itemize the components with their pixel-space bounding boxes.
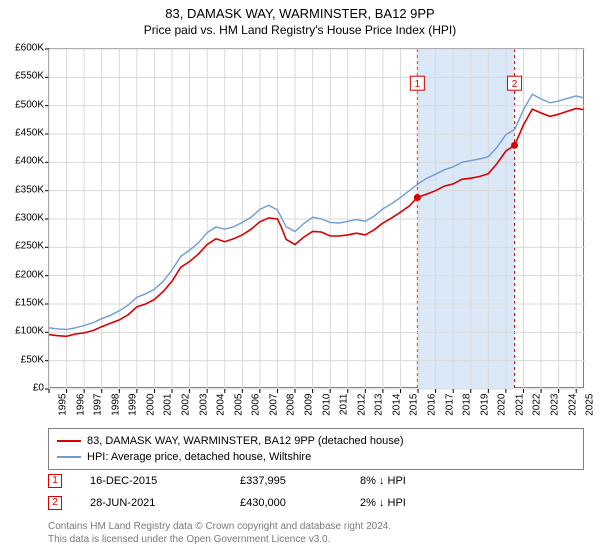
sale-diff: 2% ↓ HPI [360,492,470,514]
y-tick-label: £500K [0,99,44,110]
y-tick-label: £400K [0,156,44,167]
sale-diff: 8% ↓ HPI [360,470,470,492]
x-tick-label: 1997 [93,394,104,424]
x-tick-label: 2011 [339,394,350,424]
sale-price: £337,995 [240,470,360,492]
attribution-line: Contains HM Land Registry data © Crown c… [48,520,584,533]
y-tick-label: £300K [0,213,44,224]
x-tick-label: 2014 [391,394,402,424]
x-tick-label: 2009 [304,394,315,424]
legend-item: 83, DAMASK WAY, WARMINSTER, BA12 9PP (de… [57,433,575,449]
y-tick-label: £600K [0,43,44,54]
svg-text:2: 2 [512,79,518,90]
y-tick-label: £350K [0,184,44,195]
y-tick-label: £100K [0,326,44,337]
x-tick-label: 1998 [110,394,121,424]
svg-text:1: 1 [415,79,421,90]
legend: 83, DAMASK WAY, WARMINSTER, BA12 9PP (de… [48,428,584,470]
table-row: 2 28-JUN-2021 £430,000 2% ↓ HPI [48,492,584,514]
marker-badge: 1 [48,474,62,488]
x-tick-label: 2003 [198,394,209,424]
marker-badge: 2 [48,496,62,510]
chart-title: 83, DAMASK WAY, WARMINSTER, BA12 9PP [0,6,600,21]
y-tick-label: £50K [0,354,44,365]
x-tick-label: 2007 [268,394,279,424]
x-tick-label: 2020 [497,394,508,424]
y-tick-label: £0 [0,383,44,394]
y-tick-label: £550K [0,71,44,82]
table-row: 1 16-DEC-2015 £337,995 8% ↓ HPI [48,470,584,492]
x-tick-label: 2002 [181,394,192,424]
y-tick-label: £200K [0,269,44,280]
sales-table: 1 16-DEC-2015 £337,995 8% ↓ HPI 2 28-JUN… [48,470,584,514]
chart-container: 83, DAMASK WAY, WARMINSTER, BA12 9PP Pri… [0,0,600,560]
title-block: 83, DAMASK WAY, WARMINSTER, BA12 9PP Pri… [0,0,600,37]
chart-subtitle: Price paid vs. HM Land Registry's House … [0,23,600,37]
x-tick-label: 2016 [427,394,438,424]
y-tick-label: £150K [0,298,44,309]
x-tick-label: 2004 [216,394,227,424]
plot-svg: 12 [48,48,584,388]
x-tick-label: 2023 [550,394,561,424]
x-tick-label: 2008 [286,394,297,424]
y-tick-label: £450K [0,128,44,139]
x-tick-label: 2021 [514,394,525,424]
x-tick-label: 2001 [163,394,174,424]
sale-date: 16-DEC-2015 [90,470,240,492]
x-tick-label: 2005 [233,394,244,424]
x-tick-label: 2013 [374,394,385,424]
legend-item: HPI: Average price, detached house, Wilt… [57,449,575,465]
x-tick-label: 2017 [444,394,455,424]
x-tick-label: 2015 [409,394,420,424]
x-tick-label: 2006 [251,394,262,424]
x-tick-label: 2024 [567,394,578,424]
x-tick-label: 2025 [585,394,596,424]
x-tick-label: 1995 [58,394,69,424]
legend-swatch [57,440,81,442]
legend-swatch [57,456,81,458]
x-tick-label: 2000 [145,394,156,424]
sale-price: £430,000 [240,492,360,514]
x-tick-label: 2010 [321,394,332,424]
x-tick-label: 2019 [479,394,490,424]
x-tick-label: 1999 [128,394,139,424]
sale-date: 28-JUN-2021 [90,492,240,514]
x-tick-label: 2022 [532,394,543,424]
attribution-line: This data is licensed under the Open Gov… [48,533,584,546]
chart-area: 12 £0£50K£100K£150K£200K£250K£300K£350K£… [48,48,584,388]
x-tick-label: 2018 [462,394,473,424]
x-tick-label: 2012 [356,394,367,424]
y-tick-label: £250K [0,241,44,252]
attribution: Contains HM Land Registry data © Crown c… [48,520,584,546]
x-tick-label: 1996 [75,394,86,424]
legend-label: 83, DAMASK WAY, WARMINSTER, BA12 9PP (de… [87,433,403,449]
legend-label: HPI: Average price, detached house, Wilt… [87,449,311,465]
